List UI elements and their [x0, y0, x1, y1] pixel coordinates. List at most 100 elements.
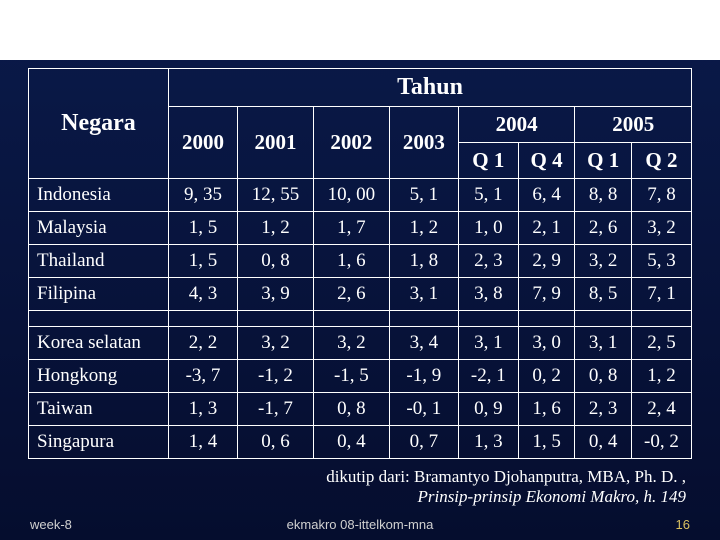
value-cell: 0, 4 — [313, 426, 389, 459]
value-cell: 0, 2 — [518, 360, 575, 393]
value-cell: -1, 7 — [238, 393, 314, 426]
inflation-table: Negara Tahun 2000 2001 2002 2003 2004 20… — [28, 68, 692, 459]
value-cell: 3, 4 — [389, 327, 458, 360]
country-cell: Hongkong — [29, 360, 169, 393]
footer: week-8 ekmakro 08-ittelkom-mna 16 — [0, 517, 720, 532]
header-2001: 2001 — [238, 107, 314, 179]
value-cell: 1, 3 — [169, 393, 238, 426]
citation-line2: Prinsip-prinsip Ekonomi Makro, h. 149 — [0, 487, 686, 507]
footer-right: 16 — [676, 517, 690, 532]
value-cell: -0, 2 — [631, 426, 691, 459]
value-cell: 8, 5 — [575, 278, 632, 311]
table-row: Singapura1, 40, 60, 40, 71, 31, 50, 4-0,… — [29, 426, 692, 459]
value-cell: 2, 4 — [631, 393, 691, 426]
country-cell: Singapura — [29, 426, 169, 459]
value-cell: 7, 1 — [631, 278, 691, 311]
value-cell: 5, 1 — [458, 179, 518, 212]
gap-row — [29, 311, 692, 327]
value-cell: 1, 6 — [518, 393, 575, 426]
value-cell: 3, 1 — [389, 278, 458, 311]
value-cell: 1, 2 — [631, 360, 691, 393]
value-cell: -1, 9 — [389, 360, 458, 393]
footer-center: ekmakro 08-ittelkom-mna — [287, 517, 434, 532]
country-cell: Korea selatan — [29, 327, 169, 360]
value-cell: 2, 5 — [631, 327, 691, 360]
table-row: Thailand1, 50, 81, 61, 82, 32, 93, 25, 3 — [29, 245, 692, 278]
value-cell: 3, 0 — [518, 327, 575, 360]
value-cell: 3, 1 — [575, 327, 632, 360]
value-cell: 1, 4 — [169, 426, 238, 459]
country-cell: Indonesia — [29, 179, 169, 212]
value-cell: -1, 5 — [313, 360, 389, 393]
value-cell: 1, 5 — [169, 212, 238, 245]
value-cell: 1, 5 — [518, 426, 575, 459]
value-cell: 1, 3 — [458, 426, 518, 459]
country-cell: Taiwan — [29, 393, 169, 426]
value-cell: 1, 0 — [458, 212, 518, 245]
value-cell: 3, 2 — [631, 212, 691, 245]
citation: dikutip dari: Bramantyo Djohanputra, MBA… — [0, 459, 720, 507]
value-cell: 2, 3 — [458, 245, 518, 278]
header-2005-q1: Q 1 — [575, 143, 632, 179]
value-cell: 0, 6 — [238, 426, 314, 459]
header-2004-q1: Q 1 — [458, 143, 518, 179]
value-cell: 12, 55 — [238, 179, 314, 212]
value-cell: 0, 8 — [313, 393, 389, 426]
value-cell: -1, 2 — [238, 360, 314, 393]
value-cell: 3, 1 — [458, 327, 518, 360]
table-row: Korea selatan2, 23, 23, 23, 43, 13, 03, … — [29, 327, 692, 360]
value-cell: 6, 4 — [518, 179, 575, 212]
value-cell: 3, 2 — [313, 327, 389, 360]
value-cell: 2, 9 — [518, 245, 575, 278]
value-cell: 0, 8 — [575, 360, 632, 393]
citation-line1: dikutip dari: Bramantyo Djohanputra, MBA… — [0, 467, 686, 487]
value-cell: -3, 7 — [169, 360, 238, 393]
value-cell: 8, 8 — [575, 179, 632, 212]
value-cell: 2, 2 — [169, 327, 238, 360]
header-2004: 2004 — [458, 107, 575, 143]
value-cell: -2, 1 — [458, 360, 518, 393]
value-cell: 0, 7 — [389, 426, 458, 459]
header-tahun: Tahun — [169, 69, 692, 107]
value-cell: 7, 9 — [518, 278, 575, 311]
value-cell: -0, 1 — [389, 393, 458, 426]
table-row: Filipina4, 33, 92, 63, 13, 87, 98, 57, 1 — [29, 278, 692, 311]
header-2005-q2: Q 2 — [631, 143, 691, 179]
footer-left: week-8 — [30, 517, 72, 532]
country-cell: Malaysia — [29, 212, 169, 245]
value-cell: 0, 4 — [575, 426, 632, 459]
table-row: Indonesia9, 3512, 5510, 005, 15, 16, 48,… — [29, 179, 692, 212]
table-container: Negara Tahun 2000 2001 2002 2003 2004 20… — [0, 68, 720, 459]
value-cell: 2, 3 — [575, 393, 632, 426]
value-cell: 5, 3 — [631, 245, 691, 278]
header-2002: 2002 — [313, 107, 389, 179]
value-cell: 1, 6 — [313, 245, 389, 278]
value-cell: 10, 00 — [313, 179, 389, 212]
table-row: Malaysia1, 51, 21, 71, 21, 02, 12, 63, 2 — [29, 212, 692, 245]
header-negara: Negara — [29, 69, 169, 179]
value-cell: 7, 8 — [631, 179, 691, 212]
value-cell: 1, 2 — [238, 212, 314, 245]
header-2004-q4: Q 4 — [518, 143, 575, 179]
table-row: Hongkong-3, 7-1, 2-1, 5-1, 9-2, 10, 20, … — [29, 360, 692, 393]
header-2005: 2005 — [575, 107, 692, 143]
value-cell: 2, 6 — [575, 212, 632, 245]
value-cell: 3, 8 — [458, 278, 518, 311]
value-cell: 4, 3 — [169, 278, 238, 311]
value-cell: 1, 2 — [389, 212, 458, 245]
value-cell: 3, 2 — [575, 245, 632, 278]
header-2003: 2003 — [389, 107, 458, 179]
value-cell: 1, 5 — [169, 245, 238, 278]
table-row: Taiwan1, 3-1, 70, 8-0, 10, 91, 62, 32, 4 — [29, 393, 692, 426]
value-cell: 2, 1 — [518, 212, 575, 245]
country-cell: Filipina — [29, 278, 169, 311]
value-cell: 1, 7 — [313, 212, 389, 245]
value-cell: 0, 8 — [238, 245, 314, 278]
country-cell: Thailand — [29, 245, 169, 278]
value-cell: 5, 1 — [389, 179, 458, 212]
value-cell: 1, 8 — [389, 245, 458, 278]
value-cell: 3, 2 — [238, 327, 314, 360]
value-cell: 0, 9 — [458, 393, 518, 426]
value-cell: 2, 6 — [313, 278, 389, 311]
header-2000: 2000 — [169, 107, 238, 179]
